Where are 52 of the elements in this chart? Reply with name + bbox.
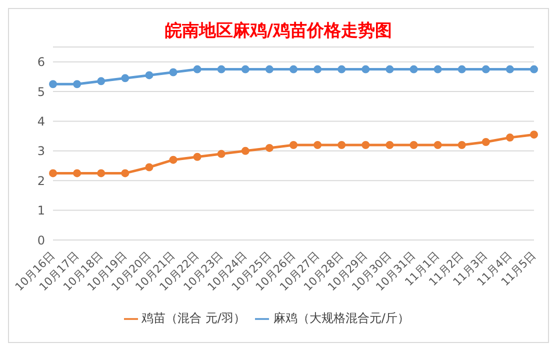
chart-title: 皖南地区麻鸡/鸡苗价格走势图	[164, 20, 394, 43]
point	[241, 146, 250, 155]
point	[49, 80, 57, 88]
point	[73, 169, 82, 178]
point	[121, 169, 130, 178]
point	[338, 140, 346, 149]
point	[314, 140, 322, 149]
point	[217, 150, 226, 158]
point	[97, 77, 106, 86]
point	[169, 156, 178, 164]
point	[410, 65, 418, 74]
point	[482, 65, 490, 74]
point	[458, 140, 466, 149]
y-tick-label: 6	[37, 55, 45, 70]
point	[193, 152, 202, 161]
y-tick-label: 3	[37, 144, 45, 158]
point	[290, 65, 298, 74]
point	[217, 65, 226, 74]
point	[434, 65, 442, 74]
point	[506, 65, 514, 74]
point	[290, 140, 298, 149]
point	[97, 169, 106, 178]
point	[506, 134, 514, 142]
point	[121, 74, 130, 82]
y-tick-label: 4	[37, 114, 45, 128]
y-tick-label: 5	[37, 84, 45, 99]
point	[386, 65, 394, 74]
point	[265, 144, 274, 152]
point	[49, 169, 57, 178]
point	[362, 140, 370, 149]
point	[314, 65, 322, 74]
legend-label: 麻鸡（大规格混合元/斤）	[273, 311, 410, 325]
point	[530, 65, 538, 74]
point	[410, 140, 418, 149]
point	[434, 140, 442, 149]
point	[338, 65, 346, 74]
point	[362, 65, 370, 74]
point	[482, 138, 490, 146]
point	[241, 65, 250, 74]
point	[386, 140, 394, 149]
point	[145, 71, 154, 80]
point	[73, 80, 82, 88]
point	[530, 130, 538, 139]
y-tick-label: 1	[37, 204, 45, 218]
y-tick-label: 0	[37, 233, 45, 248]
point	[458, 65, 466, 74]
point	[265, 65, 274, 74]
legend-label: 鸡苗（混合 元/羽）	[142, 311, 246, 325]
point	[169, 68, 178, 76]
point	[145, 163, 154, 172]
point	[193, 65, 202, 74]
y-tick-label: 2	[37, 174, 45, 188]
